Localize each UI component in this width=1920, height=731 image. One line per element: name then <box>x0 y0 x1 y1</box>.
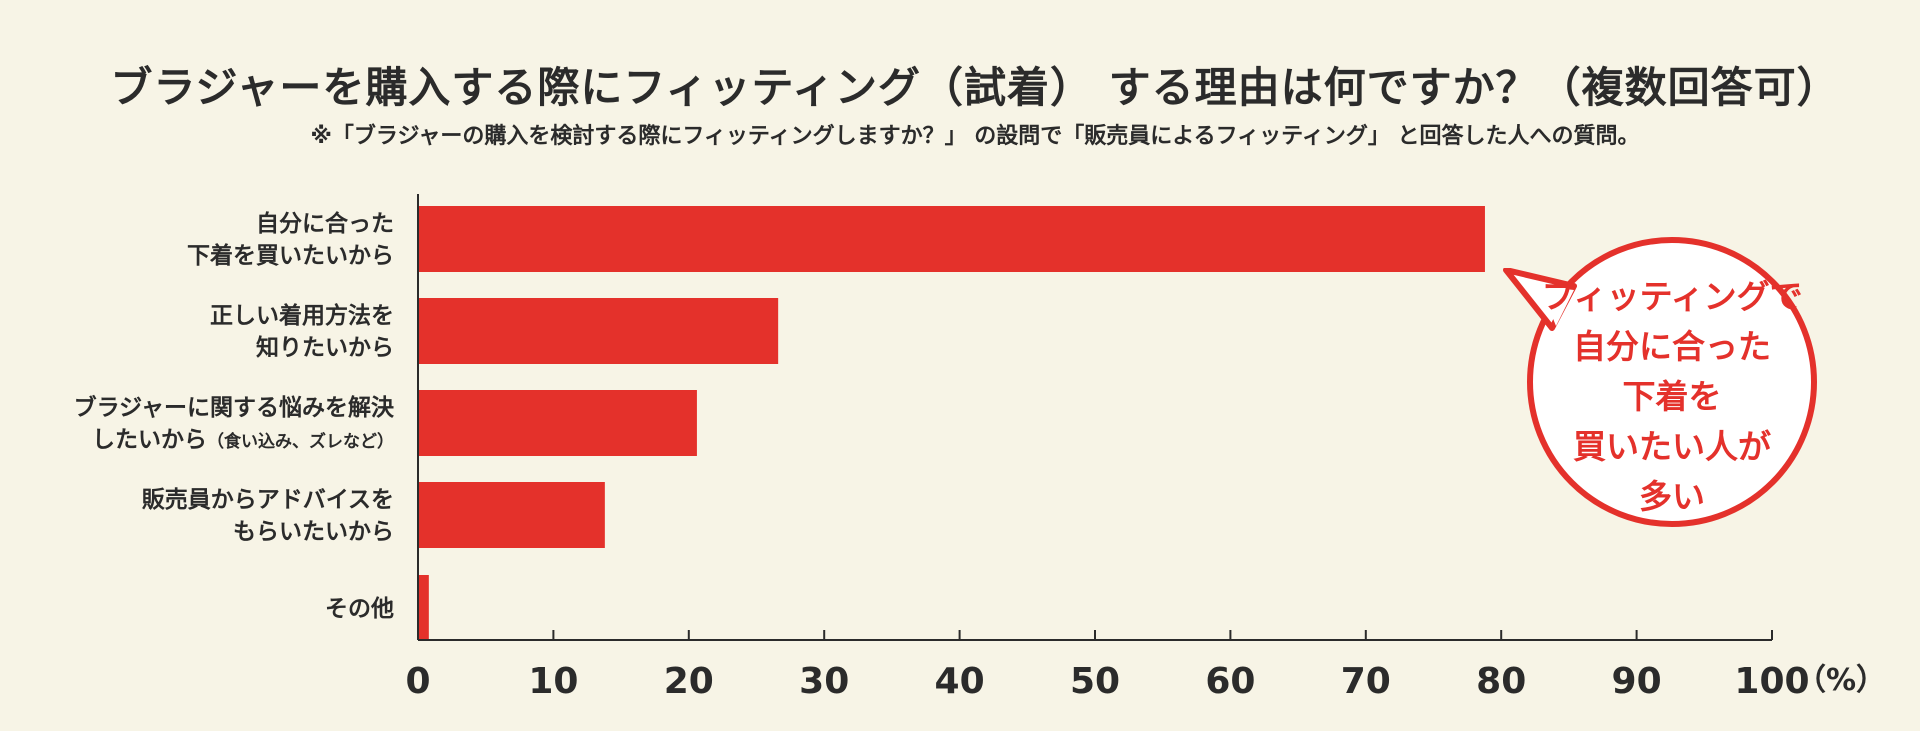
bar-3 <box>418 482 605 548</box>
category-label-2-1: したいから（食い込み、ズレなど） <box>92 427 394 453</box>
chart-subtitle: ※「ブラジャーの購入を検討する際にフィッティングしますか？」 の設問で「販売員に… <box>310 124 1640 149</box>
x-tick-label-0: 0 <box>405 661 430 702</box>
bar-4 <box>418 575 429 641</box>
bar-1 <box>418 298 779 364</box>
category-labels-group: 自分に合った下着を買いたいから正しい着用方法を知りたいからブラジャーに関する悩み… <box>74 210 395 622</box>
x-tick-label-9: 90 <box>1612 661 1662 702</box>
category-label-2-0: ブラジャーに関する悩みを解決 <box>74 394 395 421</box>
category-label-1-1: 知りたいから <box>256 334 394 361</box>
x-tick-label-8: 80 <box>1476 661 1526 702</box>
callout-line-1: 自分に合った <box>1573 327 1771 366</box>
x-unit-label: （%） <box>1796 663 1886 698</box>
category-label-1-0: 正しい着用方法を <box>210 302 394 329</box>
category-label-3-1: もらいたいから <box>233 519 394 545</box>
callout-line-2: 下着を <box>1622 377 1722 416</box>
x-tick-label-10: 100 <box>1734 661 1809 702</box>
bars-group <box>418 206 1485 641</box>
chart-title: ブラジャーを購入する際にフィッティング（試着） する理由は何ですか？（複数回答可… <box>110 63 1840 112</box>
category-label-4-0: その他 <box>325 596 394 622</box>
category-label-0-0: 自分に合った <box>256 210 394 237</box>
x-ticks-group: 0 10 20 30 40 50 60 70 80 90 100（%） <box>405 630 1886 702</box>
callout-line-4: 多い <box>1639 477 1705 516</box>
x-tick-label-1: 10 <box>528 661 578 702</box>
x-tick-label-3: 30 <box>799 661 849 702</box>
x-tick-label-7: 70 <box>1341 661 1391 702</box>
x-tick-label-2: 20 <box>664 661 714 702</box>
x-tick-label-4: 40 <box>935 661 985 702</box>
category-label-0-1: 下着を買いたいから <box>187 242 394 269</box>
callout-line-0: フィッティングで <box>1541 277 1803 316</box>
callout-line-3: 買いたい人が <box>1573 427 1771 466</box>
category-label-3-0: 販売員からアドバイスを <box>142 487 394 513</box>
callout-text: フィッティングで 自分に合った 下着を買いたい人が 多い <box>1522 272 1822 522</box>
x-tick-label-5: 50 <box>1070 661 1120 702</box>
bar-0 <box>418 206 1485 272</box>
x-tick-label-6: 60 <box>1205 661 1255 702</box>
bar-2 <box>418 390 697 456</box>
callout-pointer <box>1503 268 1577 331</box>
